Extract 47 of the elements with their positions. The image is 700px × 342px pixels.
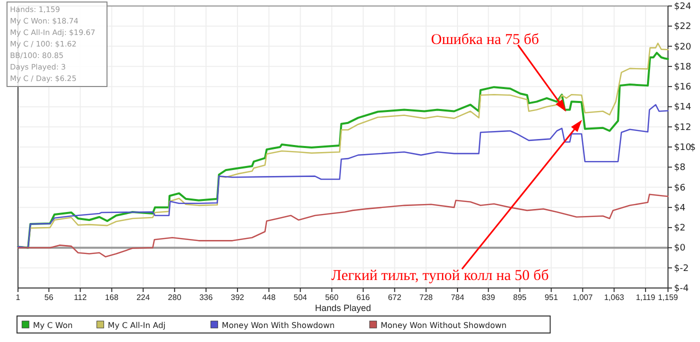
x-tick-label: 895 [513,293,528,302]
x-axis-title: Hands Played [314,303,372,313]
annotation: Легкий тильт, тупой колл на 50 бб [331,268,550,284]
y-tick-label: $18 [674,62,692,72]
y-tick-label: $-4 [674,284,689,294]
y-tick-label: $14 [674,102,692,113]
y-tick-label: $8 [674,163,686,174]
y-tick-label: $20 [674,42,692,52]
x-tick-label: 1 [16,293,21,302]
x-tick-label: 672 [388,293,402,302]
x-tick-label: 1,119 [636,293,656,302]
x-tick-label: 392 [230,293,245,302]
line-series [17,104,669,248]
y-tick-label: $16 [674,82,692,93]
x-tick-label: 616 [356,293,370,302]
line-series [17,194,669,258]
x-tick-label: 784 [450,293,465,302]
x-tick-label: 224 [136,293,150,302]
y-tick-label: $24 [674,2,692,12]
x-tick-label: 280 [168,293,182,302]
y-tick-label: $6 [674,183,686,194]
y-tick-label: $-2 [674,264,689,274]
x-tick-label: 448 [262,293,276,302]
y-axis-title: $ [690,143,696,153]
x-tick-label: 839 [482,293,496,302]
legend-label: Money Won With Showdown [222,321,335,330]
x-tick-label: 56 [44,293,54,302]
x-tick-label: 1,007 [572,293,594,302]
y-tick-label: $4 [674,203,686,214]
x-tick-label: 1,159 [658,293,679,302]
x-tick-label: 560 [325,293,339,302]
x-tick-label: 112 [74,293,88,302]
y-tick-label: $0 [674,244,686,254]
y-tick-label: $2 [674,224,686,234]
x-tick-label: 168 [105,293,119,302]
legend-label: My C All-In Adj [108,321,166,330]
legend-label: Money Won Without Showdown [380,321,507,330]
x-tick-label: 336 [199,293,214,302]
x-tick-label: 728 [419,293,434,302]
annotation: Ошибка на 75 бб [431,32,540,48]
y-tick-label: $12 [674,122,692,133]
x-tick-label: 951 [544,293,558,302]
x-tick-label: 504 [294,293,308,302]
x-tick-label: 1,063 [604,293,625,302]
y-tick-label: $10 [674,143,692,153]
legend-label: My C Won [33,321,73,330]
y-tick-label: $22 [674,22,692,32]
